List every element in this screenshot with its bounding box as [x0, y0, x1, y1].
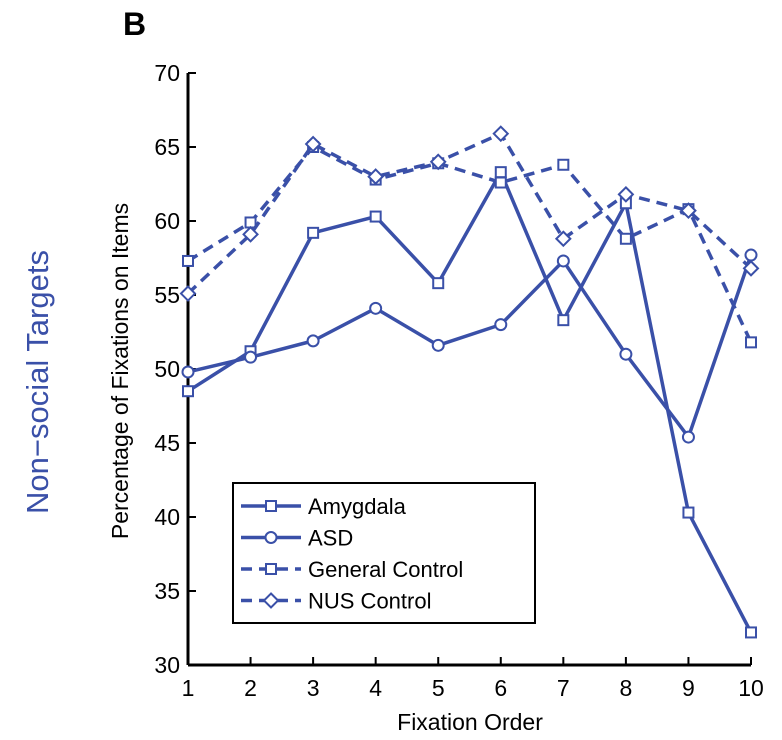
x-tick-label: 6: [494, 675, 507, 701]
series-lines: [179, 125, 760, 639]
legend: Amygdala ASD General Control NUS Control: [232, 482, 536, 624]
x-tick-label: 3: [307, 675, 320, 701]
x-axis-label: Fixation Order: [397, 709, 543, 735]
data-point: [744, 248, 758, 262]
data-point: [367, 168, 385, 186]
data-point: [306, 334, 320, 348]
data-point: [742, 259, 760, 277]
x-tick-label: 4: [369, 675, 382, 701]
data-point: [617, 185, 635, 203]
data-point: [745, 626, 757, 639]
data-point: [619, 347, 633, 361]
data-point: [369, 210, 382, 223]
data-point: [619, 232, 632, 245]
data-point: [179, 285, 197, 302]
data-point: [429, 153, 447, 171]
data-point: [557, 158, 570, 171]
data-point: [432, 277, 445, 290]
x-tick-label: 8: [619, 675, 632, 701]
series-line: [186, 131, 753, 295]
data-point: [554, 230, 572, 248]
legend-marker: [265, 500, 277, 512]
data-point: [182, 254, 194, 267]
data-point: [556, 254, 570, 268]
data-point: [745, 336, 757, 349]
legend-entry-label: Amygdala: [308, 494, 407, 519]
data-point: [682, 506, 695, 519]
y-tick-label: 45: [154, 430, 180, 456]
data-point: [494, 318, 508, 332]
x-tick-label: 1: [182, 675, 195, 701]
series-line: [187, 145, 753, 344]
data-point: [431, 338, 445, 352]
side-label: Non−social Targets: [20, 250, 55, 514]
data-point: [182, 385, 194, 398]
panel-label: B: [123, 6, 146, 42]
y-tick-label: 60: [154, 208, 180, 234]
data-point: [369, 301, 383, 315]
data-point: [244, 350, 258, 364]
data-point: [181, 365, 195, 379]
x-tick-label: 9: [682, 675, 695, 701]
data-point: [680, 202, 697, 220]
data-point: [681, 430, 695, 444]
data-point: [307, 226, 320, 239]
y-axis-label: Percentage of Fixations on Items: [107, 203, 133, 539]
data-point: [492, 125, 510, 143]
x-tick-label: 5: [432, 675, 445, 701]
data-point: [494, 166, 507, 179]
data-point: [494, 176, 507, 189]
data-point: [304, 135, 322, 153]
legend-entry-label: NUS Control: [308, 589, 431, 614]
x-tick-label: 7: [557, 675, 570, 701]
series-asd: [181, 248, 758, 444]
data-point: [557, 314, 570, 327]
series-line: [187, 170, 753, 634]
x-tick-label: 2: [244, 675, 257, 701]
y-tick-label: 35: [154, 578, 180, 604]
series-nus-control: [179, 125, 760, 302]
legend-marker: [265, 563, 277, 575]
legend-entry-label: General Control: [308, 557, 463, 582]
y-tick-label: 65: [154, 134, 180, 160]
x-tick-label: 10: [738, 675, 764, 701]
legend-marker: [262, 592, 280, 609]
series-line: [187, 254, 753, 439]
legend-entry-label: ASD: [308, 526, 353, 551]
y-tick-label: 50: [154, 356, 180, 382]
data-point: [242, 225, 259, 243]
y-tick-label: 55: [154, 282, 180, 308]
y-tick-label: 40: [154, 504, 180, 530]
legend-marker: [264, 531, 278, 544]
y-tick-label: 30: [154, 652, 180, 678]
y-tick-label: 70: [154, 60, 180, 86]
